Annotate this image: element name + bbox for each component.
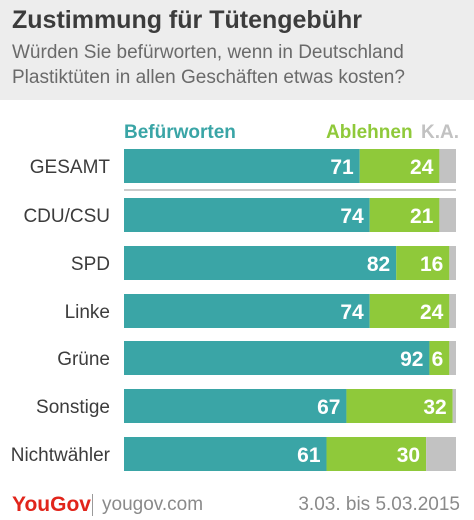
category-label-linke: Linke bbox=[65, 302, 110, 323]
chart-title: Zustimmung für Tütengebühr bbox=[12, 6, 362, 34]
value-label-cdu-csu-series-1: 21 bbox=[410, 205, 434, 228]
value-label-gesamt-series-1: 24 bbox=[410, 156, 434, 179]
legend-ka: K.A. bbox=[421, 122, 459, 143]
value-label-spd-series-1: 16 bbox=[420, 253, 443, 276]
value-label-cdu-csu-series-0: 74 bbox=[340, 205, 364, 228]
stacked-bar-chart: GESAMT 71 24 CDU/CSU 74 21 SPD 82 16 Linke 74 24 Grü… bbox=[11, 149, 456, 471]
bar-nichtwähler-series-0 bbox=[124, 437, 327, 471]
bar-gesamt-series-2 bbox=[439, 149, 456, 183]
category-label-spd: SPD bbox=[71, 254, 110, 275]
bar-nichtwähler-series-2 bbox=[426, 437, 456, 471]
value-label-linke-series-0: 74 bbox=[340, 301, 364, 324]
bar-spd-series-2 bbox=[449, 246, 456, 280]
bar-sonstige-series-1 bbox=[346, 389, 453, 423]
bar-spd-series-0 bbox=[124, 246, 397, 280]
footer-website: yougov.com bbox=[102, 494, 204, 515]
value-label-spd-series-0: 82 bbox=[367, 253, 390, 276]
legend-befuerworten: Befürworten bbox=[124, 122, 236, 143]
category-label-sonstige: Sonstige bbox=[36, 397, 110, 418]
bar-cdu-csu-series-0 bbox=[124, 198, 370, 232]
category-label-grüne: Grüne bbox=[57, 349, 110, 370]
bar-nichtwähler-series-1 bbox=[326, 437, 427, 471]
bar-sonstige-series-0 bbox=[124, 389, 347, 423]
bar-cdu-csu-series-2 bbox=[439, 198, 456, 232]
chart-subtitle: Würden Sie befürworten, wenn in Deutschl… bbox=[12, 42, 405, 88]
bar-linke-series-2 bbox=[449, 294, 456, 328]
bar-grüne-series-2 bbox=[449, 341, 456, 375]
bar-linke-series-0 bbox=[124, 294, 370, 328]
footer-divider bbox=[92, 494, 93, 516]
value-label-linke-series-1: 24 bbox=[420, 301, 444, 324]
legend-ablehnen: Ablehnen bbox=[326, 122, 413, 143]
value-label-gesamt-series-0: 71 bbox=[330, 156, 354, 179]
bar-sonstige-series-2 bbox=[452, 389, 456, 423]
bar-grüne-series-1 bbox=[429, 341, 450, 375]
value-label-nichtwähler-series-1: 30 bbox=[397, 444, 420, 467]
bar-cdu-csu-series-1 bbox=[369, 198, 440, 232]
yougov-logo: YouGov bbox=[12, 493, 91, 516]
bar-gesamt-series-0 bbox=[124, 149, 360, 183]
category-label-gesamt: GESAMT bbox=[30, 157, 111, 178]
survey-date: 3.03. bis 5.03.2015 bbox=[298, 494, 460, 515]
value-label-sonstige-series-1: 32 bbox=[423, 396, 446, 419]
bar-spd-series-1 bbox=[396, 246, 450, 280]
value-label-grüne-series-1: 6 bbox=[432, 348, 444, 371]
value-label-grüne-series-0: 92 bbox=[400, 348, 423, 371]
chart-header: Zustimmung für Tütengebühr Würden Sie be… bbox=[0, 0, 474, 100]
value-label-nichtwähler-series-0: 61 bbox=[297, 444, 321, 467]
value-label-sonstige-series-0: 67 bbox=[317, 396, 340, 419]
bar-linke-series-1 bbox=[369, 294, 450, 328]
category-label-cdu-csu: CDU/CSU bbox=[23, 206, 110, 227]
bar-grüne-series-0 bbox=[124, 341, 430, 375]
category-label-nichtwähler: Nichtwähler bbox=[11, 445, 111, 466]
bar-gesamt-series-1 bbox=[359, 149, 440, 183]
